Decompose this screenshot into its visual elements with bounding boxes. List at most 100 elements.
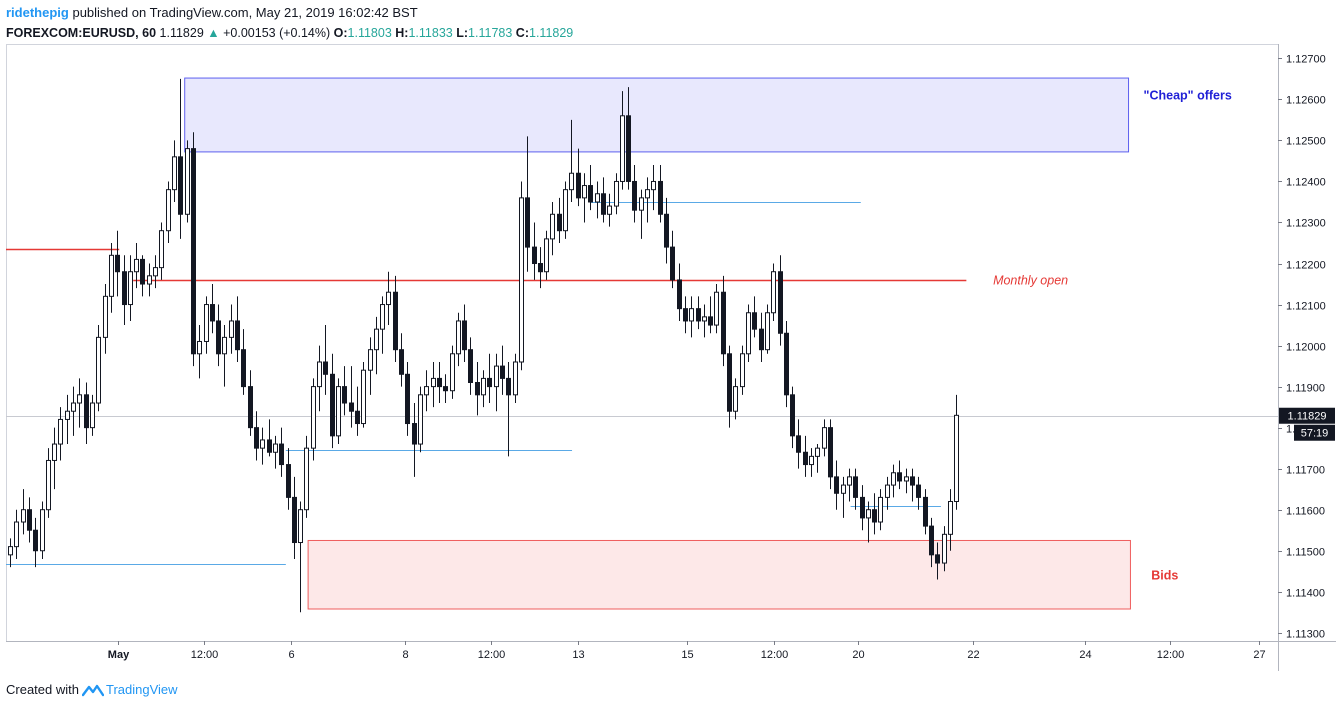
candle xyxy=(21,489,26,535)
candle xyxy=(342,366,347,416)
candle-body xyxy=(569,172,574,191)
low-label: L: xyxy=(456,26,469,40)
close-label: C: xyxy=(515,26,529,40)
candle xyxy=(197,325,202,379)
price-tick-label: 1.11400 xyxy=(1286,588,1325,600)
candle-body xyxy=(796,435,801,453)
author-link[interactable]: ridethepig xyxy=(6,5,69,20)
candle-body xyxy=(866,509,871,519)
bids-label: Bids xyxy=(1151,568,1178,582)
price-tick-label: 1.12700 xyxy=(1286,54,1326,66)
candle xyxy=(279,427,284,477)
last-price-tag xyxy=(1279,407,1335,424)
last-price-tag-label: 1.11829 xyxy=(1288,411,1327,423)
candle-body xyxy=(803,451,808,466)
candle xyxy=(513,353,518,404)
time-axis[interactable]: May 12:00 6 8 12:00 13 15 12:00 20 22 24 12:00 27 xyxy=(6,641,1336,661)
candle xyxy=(443,374,448,404)
candle-body xyxy=(557,213,562,232)
candle-body xyxy=(935,554,940,564)
candle xyxy=(210,284,215,334)
candle-body xyxy=(506,377,511,396)
bids-zone xyxy=(307,539,1131,610)
candle-body xyxy=(172,156,177,191)
candle-body xyxy=(664,213,669,248)
candle-body xyxy=(342,386,347,404)
candle xyxy=(942,526,947,572)
candle-body xyxy=(405,373,410,425)
candle-body xyxy=(550,213,555,240)
candle-body xyxy=(330,373,335,437)
candle xyxy=(494,353,499,412)
candle xyxy=(267,419,272,457)
candle xyxy=(140,255,145,297)
candle xyxy=(803,435,808,477)
candle xyxy=(103,284,108,354)
symbol-label: FOREXCOM:EURUSD, 60 xyxy=(6,26,157,40)
time-tick-label: 12:00 xyxy=(478,649,506,661)
candle-body xyxy=(563,189,568,232)
tradingview-brand[interactable]: TradingView xyxy=(105,682,178,697)
candle xyxy=(424,370,429,412)
candle-body xyxy=(954,414,959,502)
candle xyxy=(204,296,209,354)
candle-body xyxy=(14,521,19,548)
candle-body xyxy=(784,332,789,396)
candle xyxy=(538,247,543,289)
candle-body xyxy=(115,254,120,273)
monthly-open-label: Monthly open xyxy=(993,273,1068,287)
candle xyxy=(891,464,896,498)
candle xyxy=(532,222,537,280)
candle-body xyxy=(185,148,190,215)
price-axis[interactable]: 1.11300 1.11400 1.11500 1.11600 1.11700 1.118… xyxy=(1278,44,1335,671)
candle xyxy=(765,304,770,354)
candle-body xyxy=(298,509,303,544)
candle xyxy=(481,370,486,408)
candle xyxy=(834,460,839,510)
candle xyxy=(853,468,858,510)
symbol-line: FOREXCOM:EURUSD, 60 1.11829 ▲ +0.00153 (… xyxy=(6,24,1006,42)
countdown-tag xyxy=(1294,424,1335,441)
candle-body xyxy=(191,148,196,355)
candle-body xyxy=(601,193,606,215)
candle-body xyxy=(355,410,360,425)
zones xyxy=(184,77,1131,610)
candle xyxy=(582,173,587,223)
candle-body xyxy=(519,197,524,363)
last-price-label: 1.11829 xyxy=(159,26,204,40)
candle xyxy=(292,476,297,559)
change-label: +0.00153 (+0.14%) xyxy=(223,26,331,40)
candle-body xyxy=(380,304,385,330)
candle xyxy=(639,189,644,239)
candle-body xyxy=(860,496,865,519)
candle-body xyxy=(134,258,139,273)
price-tick-label: 1.11700 xyxy=(1286,465,1325,477)
candle xyxy=(872,493,877,535)
candle xyxy=(380,296,385,354)
candle xyxy=(128,255,133,321)
candle xyxy=(632,165,637,223)
candle xyxy=(361,361,366,428)
candle xyxy=(841,476,846,518)
candle xyxy=(916,476,921,510)
candle-body xyxy=(639,197,644,211)
candle xyxy=(317,345,322,412)
candle xyxy=(96,325,101,412)
candle xyxy=(778,255,783,346)
candle-body xyxy=(841,484,846,494)
candle xyxy=(65,394,70,445)
chart-container[interactable]: "Cheap" offers Monthly open Bids 1.11300 1.… xyxy=(6,44,1336,671)
horizontal-lines xyxy=(6,202,1278,565)
candle-body xyxy=(279,443,284,466)
candle-body xyxy=(456,320,461,355)
candle xyxy=(727,345,732,428)
candle xyxy=(487,353,492,404)
candle xyxy=(878,489,883,531)
candle xyxy=(626,87,631,190)
candle-body xyxy=(248,386,253,429)
candle-body xyxy=(216,320,221,355)
time-tick-label: 12:00 xyxy=(191,649,219,661)
candle xyxy=(809,448,814,477)
candle-body xyxy=(399,349,404,375)
